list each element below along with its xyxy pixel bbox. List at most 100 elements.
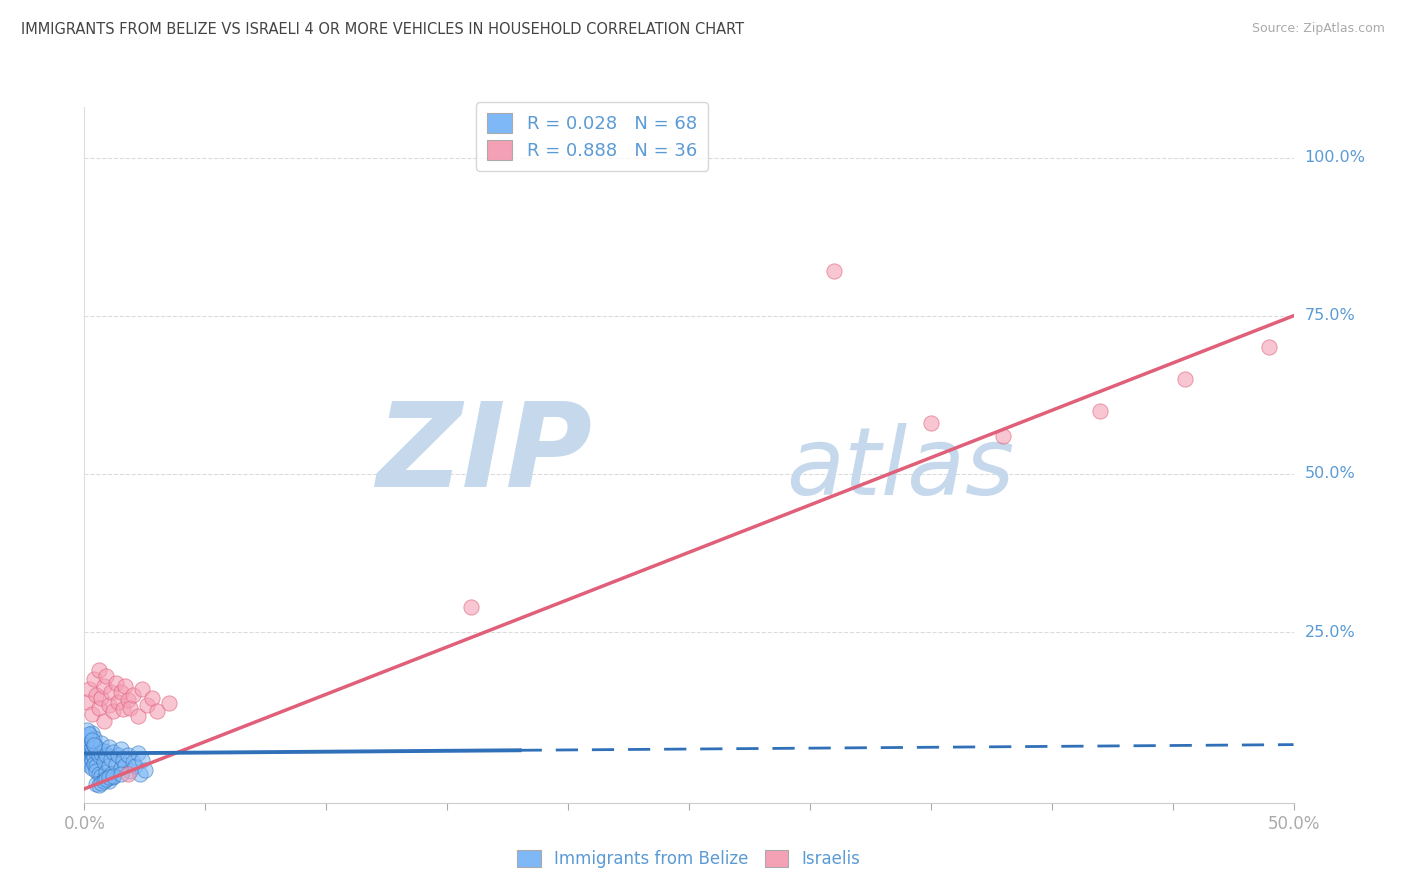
Point: [83, 750, 105, 764]
Point: [80, 726, 103, 740]
Point: [90, 769, 112, 783]
Point: [77, 757, 100, 772]
Point: [87, 701, 110, 715]
Text: Source: ZipAtlas.com: Source: ZipAtlas.com: [1251, 22, 1385, 36]
Point: [104, 675, 127, 690]
Point: [103, 745, 125, 759]
Point: [86, 759, 108, 773]
Point: [110, 685, 132, 699]
Point: [117, 748, 139, 763]
Point: [114, 679, 136, 693]
Point: [146, 704, 169, 718]
Point: [83, 673, 105, 687]
Point: [80, 732, 103, 747]
Point: [1174, 372, 1197, 386]
Text: 25.0%: 25.0%: [1305, 624, 1355, 640]
Point: [90, 691, 112, 706]
Point: [76, 695, 98, 709]
Text: 75.0%: 75.0%: [1305, 309, 1355, 323]
Point: [87, 742, 110, 756]
Point: [86, 777, 108, 791]
Point: [460, 599, 482, 614]
Point: [80, 734, 103, 748]
Point: [76, 723, 98, 737]
Text: 50.0%: 50.0%: [1305, 467, 1355, 482]
Text: 100.0%: 100.0%: [1305, 150, 1365, 165]
Point: [83, 738, 105, 752]
Point: [90, 747, 112, 761]
Point: [117, 767, 139, 781]
Point: [83, 731, 105, 746]
Point: [76, 751, 98, 765]
Point: [97, 771, 120, 785]
Point: [80, 707, 103, 722]
Point: [131, 681, 153, 696]
Point: [77, 744, 100, 758]
Point: [100, 767, 122, 781]
Point: [97, 773, 120, 788]
Point: [112, 753, 135, 767]
Point: [134, 763, 156, 777]
Point: [86, 739, 108, 753]
Point: [94, 748, 117, 763]
Point: [103, 704, 125, 718]
Point: [100, 751, 122, 765]
Point: [114, 757, 136, 772]
Point: [1088, 403, 1111, 417]
Point: [117, 693, 139, 707]
Point: [87, 778, 110, 792]
Point: [121, 688, 143, 702]
Point: [77, 736, 100, 750]
Point: [93, 772, 115, 786]
Point: [107, 695, 129, 709]
Point: [93, 744, 115, 758]
Point: [97, 759, 120, 773]
Point: [83, 756, 105, 771]
Point: [76, 742, 98, 756]
Point: [920, 417, 942, 431]
Point: [94, 669, 117, 683]
Point: [1258, 340, 1281, 354]
Point: [100, 685, 122, 699]
Point: [87, 663, 110, 677]
Point: [823, 264, 845, 278]
Legend: Immigrants from Belize, Israelis: Immigrants from Belize, Israelis: [510, 843, 868, 874]
Point: [104, 756, 127, 771]
Point: [77, 727, 100, 741]
Point: [93, 679, 115, 693]
Point: [103, 771, 125, 785]
Point: [124, 759, 146, 773]
Point: [129, 767, 152, 781]
Point: [93, 773, 115, 788]
Point: [77, 730, 100, 744]
Point: [80, 753, 103, 767]
Point: [76, 732, 98, 747]
Point: [86, 688, 108, 702]
Point: [86, 764, 108, 779]
Point: [77, 739, 100, 753]
Point: [80, 740, 103, 755]
Point: [83, 738, 105, 752]
Point: [97, 740, 120, 755]
Point: [87, 748, 110, 763]
Text: ZIP: ZIP: [377, 398, 592, 512]
Text: IMMIGRANTS FROM BELIZE VS ISRAELI 4 OR MORE VEHICLES IN HOUSEHOLD CORRELATION CH: IMMIGRANTS FROM BELIZE VS ISRAELI 4 OR M…: [21, 22, 744, 37]
Point: [110, 761, 132, 775]
Point: [131, 753, 153, 767]
Point: [93, 714, 115, 728]
Point: [93, 755, 115, 769]
Point: [77, 681, 100, 696]
Point: [80, 761, 103, 775]
Point: [77, 755, 100, 769]
Point: [110, 767, 132, 781]
Point: [97, 698, 120, 712]
Point: [94, 765, 117, 780]
Point: [141, 691, 163, 706]
Point: [127, 747, 149, 761]
Point: [120, 701, 142, 715]
Point: [90, 736, 112, 750]
Point: [127, 708, 149, 723]
Point: [157, 696, 180, 710]
Point: [77, 748, 100, 763]
Point: [103, 769, 125, 783]
